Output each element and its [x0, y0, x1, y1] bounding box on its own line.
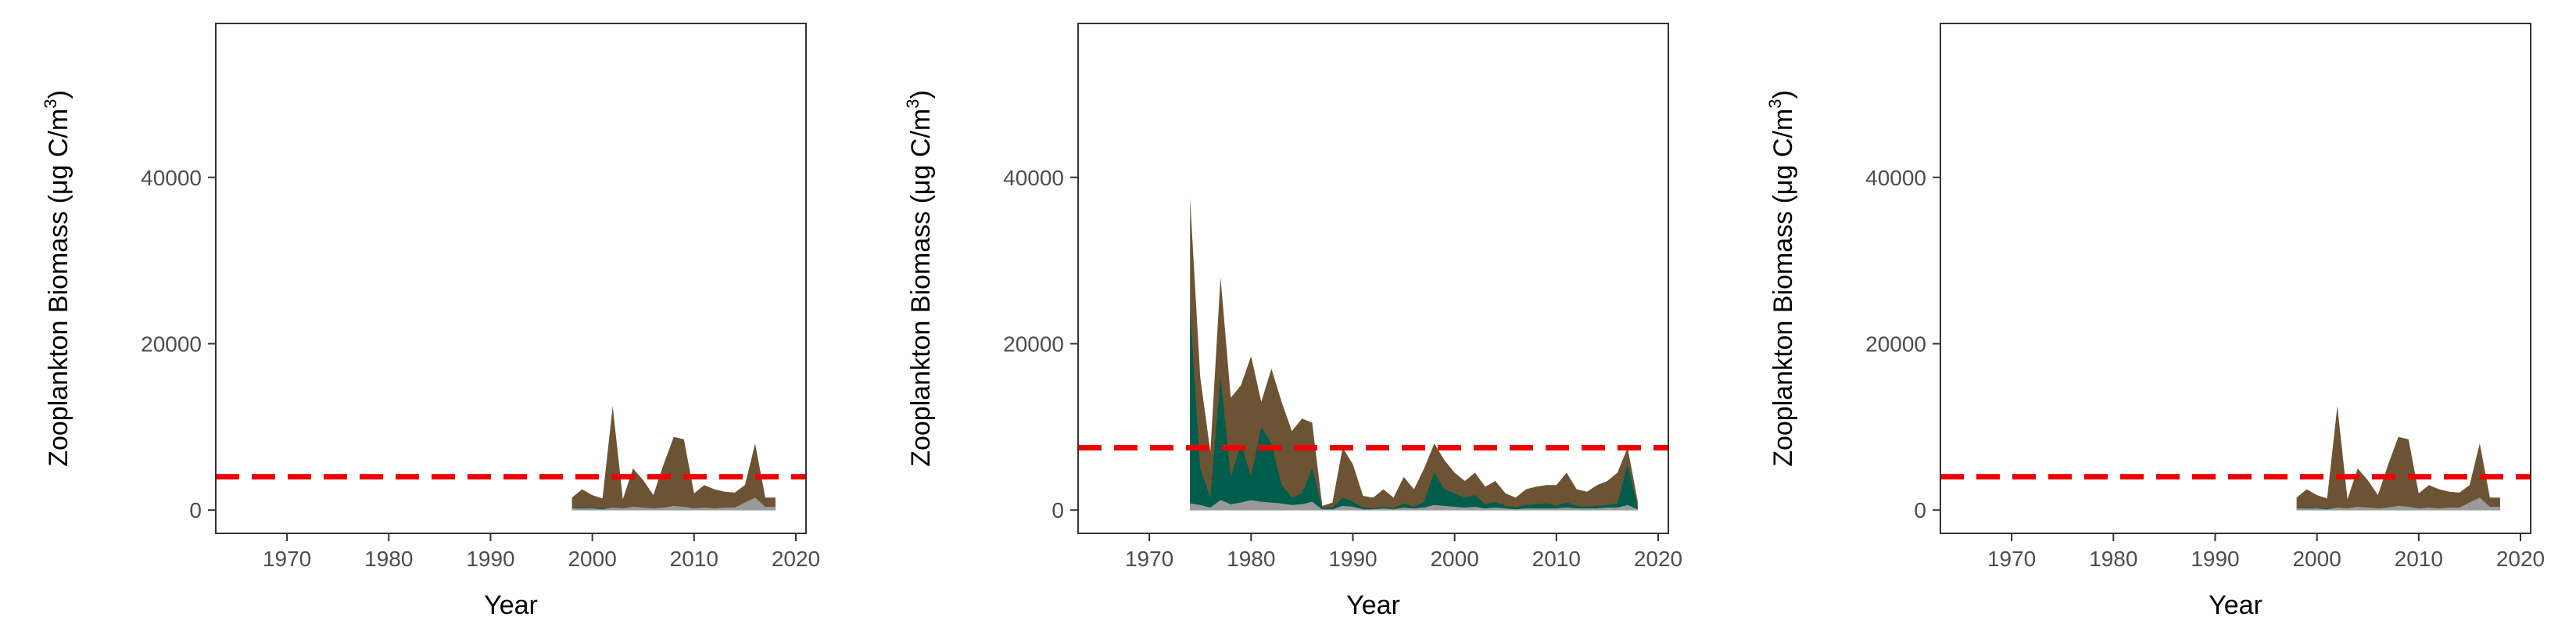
series-a-area: [1190, 310, 1638, 511]
x-tick-label: 1990: [1328, 547, 1377, 571]
y-axis-title-superscript: 3: [1765, 99, 1785, 109]
total-area: [571, 406, 776, 511]
chart-panel-3: 1970 1980 1990 2000 2010 2020 0 20000 40000 Year Z…: [1765, 23, 2545, 620]
x-tick-label: 1970: [1125, 547, 1173, 571]
x-tick-label: 2020: [772, 547, 820, 571]
y-tick-label: 0: [189, 498, 202, 522]
y-tick-label: 40000: [1003, 166, 1064, 190]
y-axis-title-main: Zooplankton Biomass (μg C/m: [44, 109, 73, 467]
x-tick-label: 2010: [2395, 547, 2443, 571]
y-axis-title-superscript: 3: [41, 99, 60, 109]
y-tick-label: 20000: [1003, 332, 1064, 356]
y-axis-title: Zooplankton Biomass (μg C/m3): [1765, 90, 1798, 467]
y-axis-title-main: Zooplankton Biomass (μg C/m: [1768, 109, 1798, 467]
x-tick-label: 2010: [1532, 547, 1581, 571]
x-tick-label: 1990: [466, 547, 514, 571]
y-tick-label: 40000: [1865, 166, 1926, 190]
y-axis-title-close: ): [44, 90, 73, 99]
y-tick-label: 0: [1914, 498, 1926, 522]
y-axis-title: Zooplankton Biomass (μg C/m3): [41, 90, 73, 467]
chart-panel-2: 1970 1980 1990 2000 2010 2020 0 20000 40000 Year Z…: [903, 23, 1682, 620]
chart-panel-1: 1970 1980 1990 2000 2010 2020 0 20000 40000 Year Z…: [41, 23, 820, 620]
series-b-area: [2296, 497, 2500, 511]
y-tick-label: 0: [1052, 498, 1064, 522]
total-area: [2296, 406, 2500, 511]
y-tick-label: 20000: [141, 332, 202, 356]
panel-border: [1940, 23, 2531, 534]
y-tick-label: 40000: [141, 166, 202, 190]
y-axis-title-close: ): [1768, 90, 1798, 99]
y-tick-label: 20000: [1865, 332, 1926, 356]
x-tick-label: 1970: [1987, 547, 2036, 571]
x-tick-label: 2020: [2496, 547, 2545, 571]
y-axis-title-superscript: 3: [903, 99, 923, 109]
panel-border: [215, 23, 807, 534]
x-axis-title: Year: [484, 590, 538, 620]
x-axis-title: Year: [1346, 590, 1400, 620]
x-tick-label: 1980: [1227, 547, 1275, 571]
x-tick-label: 2000: [568, 547, 616, 571]
x-tick-label: 1990: [2191, 547, 2239, 571]
y-axis-title: Zooplankton Biomass (μg C/m3): [903, 90, 936, 467]
x-tick-label: 2020: [1634, 547, 1682, 571]
x-tick-label: 2000: [1430, 547, 1478, 571]
x-tick-label: 2000: [2292, 547, 2341, 571]
x-tick-label: 2010: [670, 547, 718, 571]
x-tick-label: 1980: [2089, 547, 2137, 571]
x-tick-label: 1970: [263, 547, 311, 571]
y-axis-title-main: Zooplankton Biomass (μg C/m: [906, 109, 936, 467]
x-axis-title: Year: [2209, 590, 2263, 620]
series-b-area: [1190, 500, 1638, 511]
y-axis-title-close: ): [906, 90, 936, 99]
total-area: [1190, 198, 1638, 511]
panel-border: [1077, 23, 1669, 534]
series-b-area: [571, 497, 776, 511]
x-tick-label: 1980: [364, 547, 413, 571]
